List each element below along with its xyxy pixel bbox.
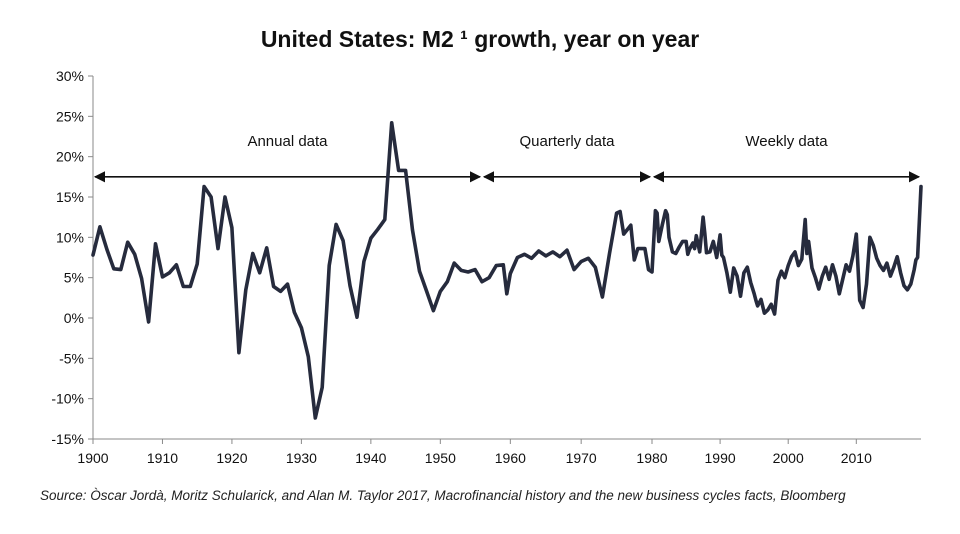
source-note: Source: Òscar Jordà, Moritz Schularick, … [40,488,846,503]
section-label: Annual data [247,133,328,150]
y-tick-label: -15% [51,431,84,447]
y-tick-label: 25% [56,108,84,124]
y-tick-label: 10% [56,229,84,245]
y-tick-label: 5% [64,270,84,286]
section-label: Quarterly data [519,133,615,150]
y-tick-label: 20% [56,149,84,165]
x-tick-label: 1920 [216,450,247,466]
x-tick-label: 1910 [147,450,178,466]
y-tick-label: 15% [56,189,84,205]
series-layer [91,121,923,420]
x-tick-label: 1940 [355,450,386,466]
x-tick-label: 1990 [705,450,736,466]
y-tick-label: 0% [64,310,84,326]
x-tick-label: 2000 [773,450,804,466]
y-tick-label: -10% [51,391,84,407]
axis-layer: -15% -10% -5% 0% 5% 10% 15% 20% 25% 30% 1900 1910 19… [51,68,921,466]
annotation-layer: Annual data Quarterly data Weekly data [93,133,921,183]
chart-title: United States: M2 ¹ growth, year on year [260,26,700,52]
x-tick-label: 1970 [566,450,597,466]
series-line [91,121,923,420]
y-tick-label: -5% [59,350,84,366]
x-tick-label: 1900 [77,450,108,466]
x-tick-label: 1930 [286,450,317,466]
x-tick-label: 1980 [636,450,667,466]
y-tick-label: 30% [56,68,84,84]
x-tick-label: 1960 [495,450,526,466]
x-tick-label: 2010 [841,450,872,466]
x-tick-label: 1950 [425,450,456,466]
section-label: Weekly data [745,133,828,150]
